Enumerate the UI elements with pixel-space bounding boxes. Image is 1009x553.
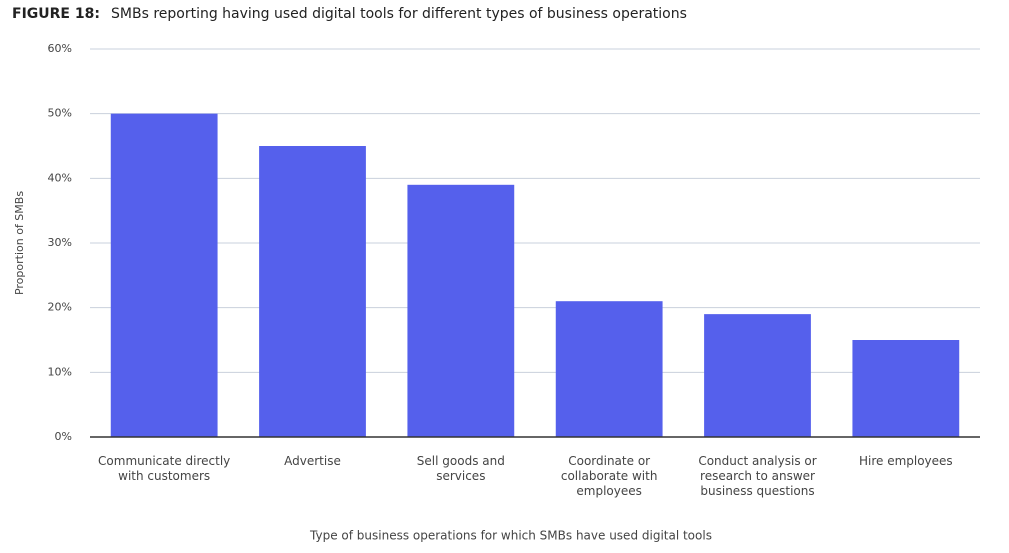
bar [852, 340, 960, 437]
x-axis-label: Type of business operations for which SM… [309, 529, 712, 543]
figure-label: FIGURE 18: [12, 6, 100, 22]
x-tick-label: Hire employees [858, 454, 953, 468]
chart-title: SMBs reporting having used digital tools… [111, 6, 687, 22]
bar [110, 113, 218, 438]
y-tick-label: 50% [48, 107, 72, 120]
x-tick-label: Conduct analysis or research to answer b… [698, 454, 817, 498]
y-tick-label: 20% [48, 301, 72, 314]
x-tick-label: Coordinate or collaborate with employees [560, 454, 658, 498]
bar [704, 314, 811, 437]
y-tick-label: 30% [48, 236, 72, 249]
y-tick-label: 10% [48, 365, 72, 378]
y-tick-label: 60% [48, 42, 72, 55]
y-tick-label: 0% [55, 430, 72, 443]
x-tick-label: Sell goods and services [416, 454, 505, 483]
bar [555, 301, 663, 437]
y-axis-label: Proportion of SMBs [13, 191, 26, 295]
y-tick-label: 40% [48, 171, 72, 184]
bar [407, 184, 515, 437]
x-tick-label: Communicate directly with customers [98, 454, 231, 483]
x-tick-label: Advertise [284, 454, 341, 468]
bar [259, 146, 366, 437]
